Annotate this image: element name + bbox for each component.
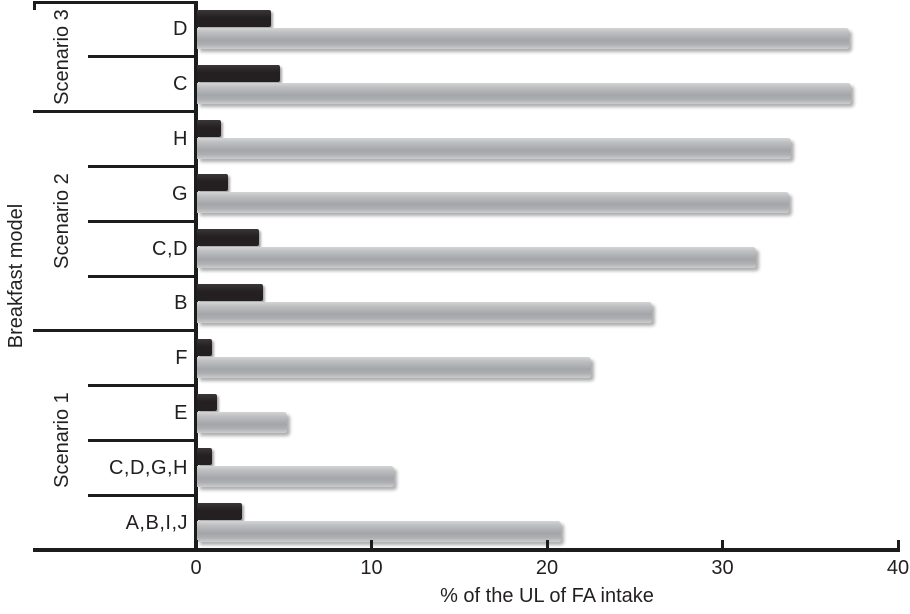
category-label: C: [173, 73, 188, 96]
x-tick: [721, 540, 724, 548]
x-tick: [896, 540, 900, 548]
x-tick-label: 30: [711, 557, 734, 579]
x-tick: [545, 540, 549, 548]
category-separator-line: [88, 55, 196, 59]
y-axis-line: [194, 1, 198, 550]
bar-black-H: [197, 119, 221, 137]
y-axis-title: Breakfast model: [5, 203, 27, 349]
bar-black-D: [197, 10, 272, 27]
x-tick-label: 10: [360, 557, 383, 579]
bar-gray-A,B,I,J: [197, 521, 562, 543]
category-separator-line: [88, 219, 196, 223]
category-label: D: [173, 18, 188, 41]
bar-gray-C,D: [197, 247, 756, 269]
category-separator-line: [88, 438, 196, 442]
category-separator-line: [88, 274, 196, 278]
category-label: F: [175, 347, 188, 370]
bar-gray-F: [197, 356, 591, 378]
bar-gray-B: [197, 302, 653, 323]
bar-black-C: [197, 64, 281, 82]
bar-black-A,B,I,J: [197, 503, 242, 521]
category-label: A,B,I,J: [125, 511, 188, 534]
category-separator-line: [88, 493, 196, 497]
axis-top-left-cap: [33, 1, 36, 10]
x-axis-title: % of the UL of FA intake: [440, 585, 654, 607]
bar-gray-C: [197, 82, 851, 104]
bar-black-E: [197, 393, 218, 411]
x-tick: [370, 540, 373, 548]
category-label: B: [174, 292, 188, 315]
scenario-separator-line: [33, 329, 196, 333]
x-tick-label: 20: [535, 557, 559, 579]
bar-gray-G: [197, 192, 790, 214]
category-separator-line: [88, 384, 196, 388]
bar-gray-E: [197, 411, 288, 433]
category-label: E: [174, 402, 188, 424]
category-label: G: [171, 182, 188, 205]
bar-black-C,D,G,H: [197, 448, 212, 466]
bar-black-G: [197, 174, 228, 192]
bar-black-C,D: [197, 229, 260, 247]
axis-top-border: [33, 1, 198, 4]
scenario-separator-line: [33, 110, 196, 114]
category-label: C,D: [152, 237, 188, 260]
bar-gray-C,D,G,H: [197, 466, 395, 488]
category-separator-line: [88, 164, 196, 168]
bar-gray-D: [197, 28, 849, 49]
bar-gray-H: [197, 137, 791, 159]
x-tick-label: 0: [190, 557, 202, 579]
x-tick-label: 40: [886, 557, 910, 579]
x-tick: [194, 540, 198, 548]
bar-black-B: [197, 284, 263, 301]
bar-black-F: [197, 338, 212, 356]
category-label: C,D,G,H: [108, 456, 188, 479]
x-axis-line: [33, 548, 900, 552]
category-label: H: [173, 128, 188, 150]
